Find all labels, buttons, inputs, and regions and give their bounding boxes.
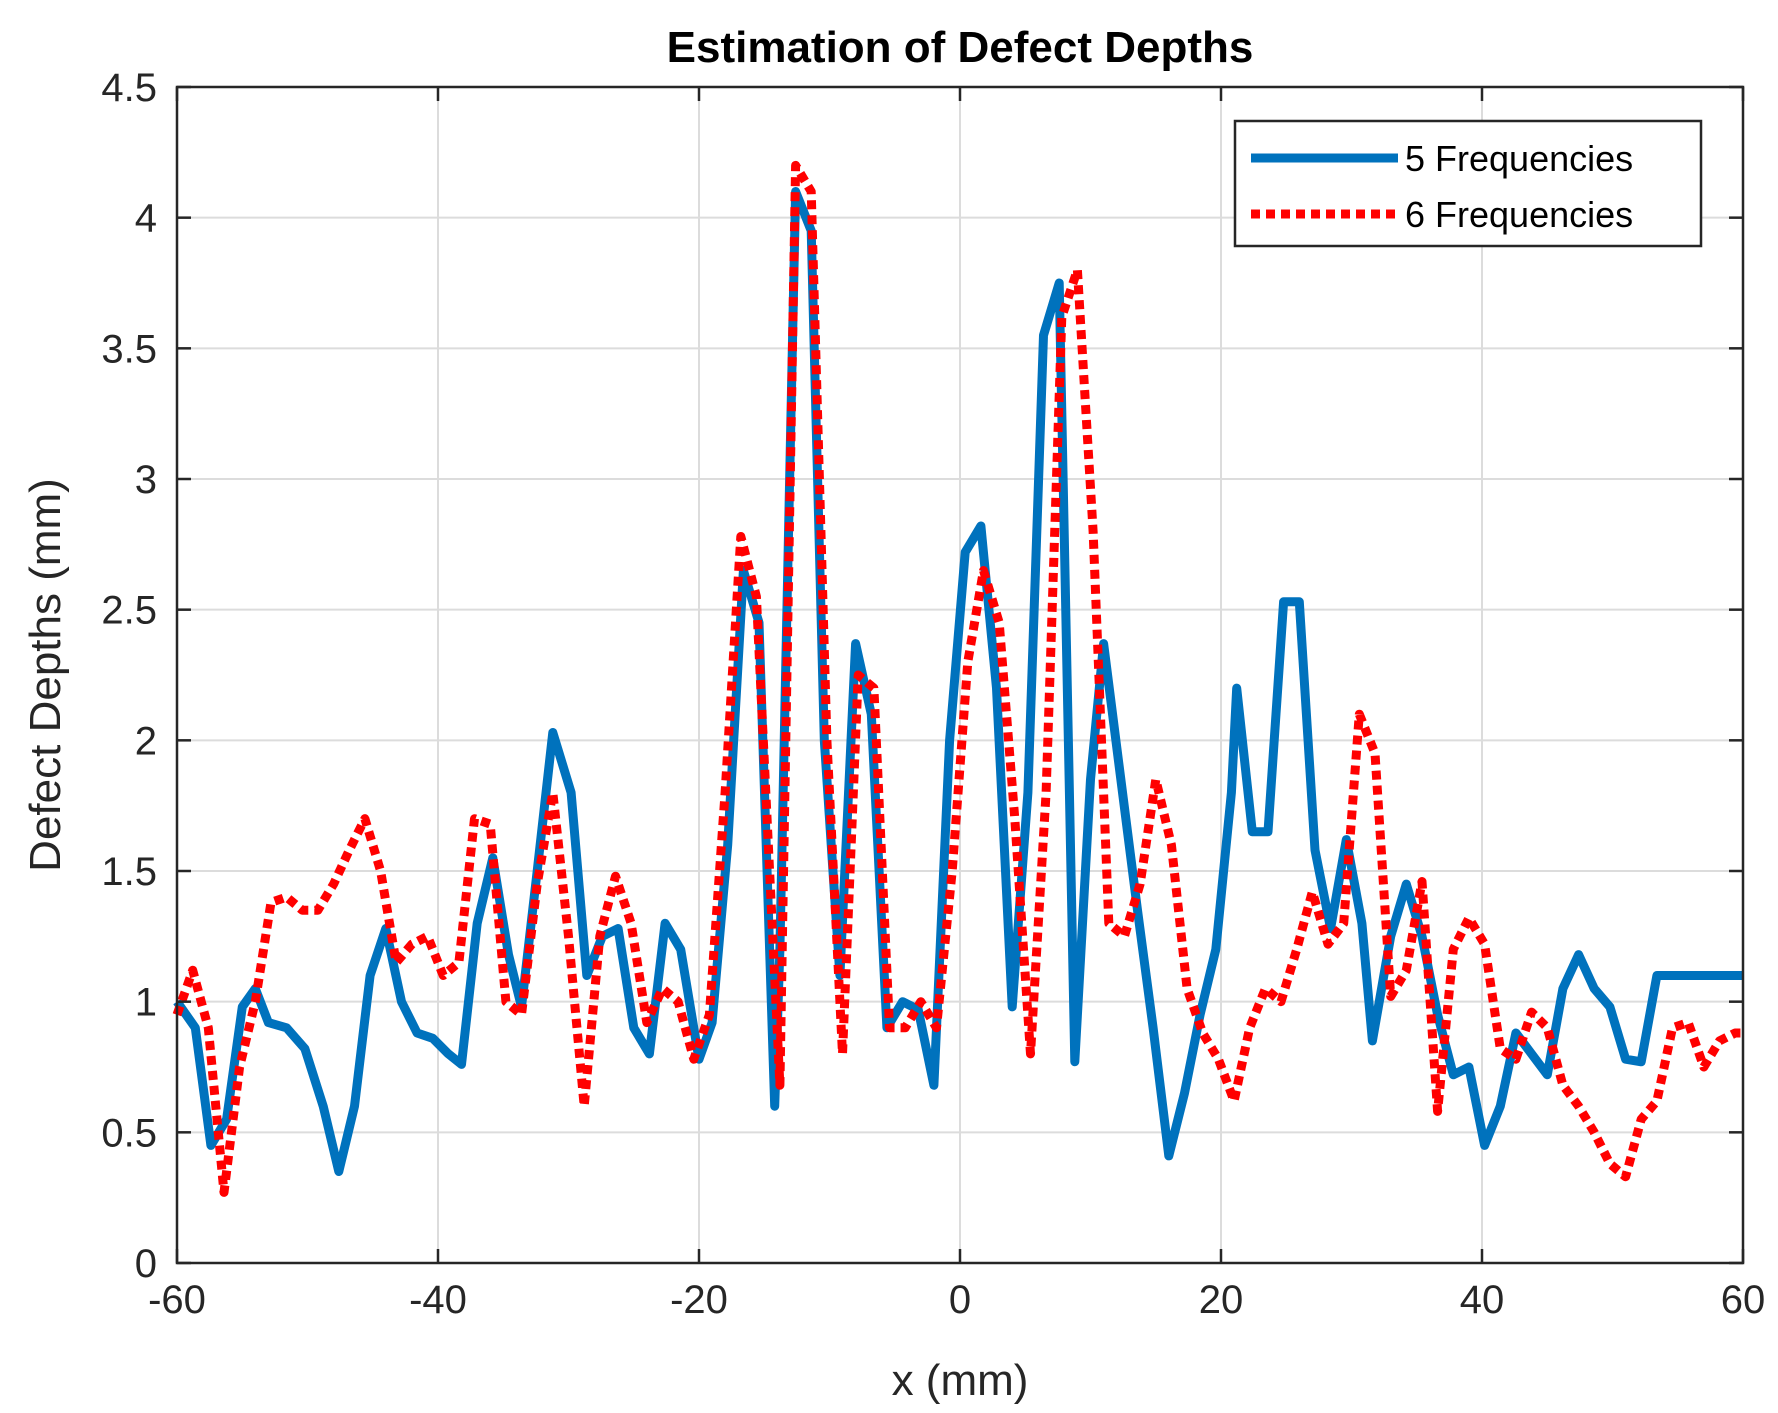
x-tick-label: -60 — [148, 1278, 206, 1322]
y-tick-label: 4 — [135, 197, 157, 241]
axes-layer — [175, 85, 1745, 1265]
y-tick-label: 2 — [135, 719, 157, 763]
grid-layer — [177, 87, 1743, 1263]
legend-box — [1233, 119, 1703, 248]
x-tick-label: -20 — [670, 1278, 728, 1322]
x-tick-label: -40 — [409, 1278, 467, 1322]
legend-label-1: 5 Frequencies — [1405, 138, 1633, 179]
y-tick-label: 0.5 — [101, 1111, 157, 1155]
y-tick-label: 2.5 — [101, 589, 157, 633]
y-tick-label: 4.5 — [101, 66, 157, 110]
series-line-1 — [173, 187, 1743, 1176]
y-tick-label: 0 — [135, 1242, 157, 1286]
tick-label-layer: -60 -40 -20 0 20 40 60 0 0.5 1 1.5 2 2.5 3 3.5 4 4.5 — [101, 66, 1765, 1322]
x-tick-label: 40 — [1460, 1278, 1505, 1322]
series-layer — [172, 160, 1743, 1197]
x-axis-label: x (mm) — [892, 1356, 1029, 1405]
legend-label-2: 6 Frequencies — [1405, 194, 1633, 235]
y-tick-label: 3.5 — [101, 327, 157, 371]
y-tick-label: 1 — [135, 981, 157, 1025]
y-tick-label: 1.5 — [101, 850, 157, 894]
y-tick-label: 3 — [135, 458, 157, 502]
chart-title: Estimation of Defect Depths — [667, 23, 1254, 72]
legend: 5 Frequencies 6 Frequencies — [1233, 119, 1703, 248]
series-line-2 — [172, 160, 1743, 1197]
x-tick-label: 20 — [1199, 1278, 1244, 1322]
x-tick-label: 60 — [1721, 1278, 1766, 1322]
x-tick-label: 0 — [949, 1278, 971, 1322]
y-axis-label: Defect Depths (mm) — [21, 478, 70, 872]
